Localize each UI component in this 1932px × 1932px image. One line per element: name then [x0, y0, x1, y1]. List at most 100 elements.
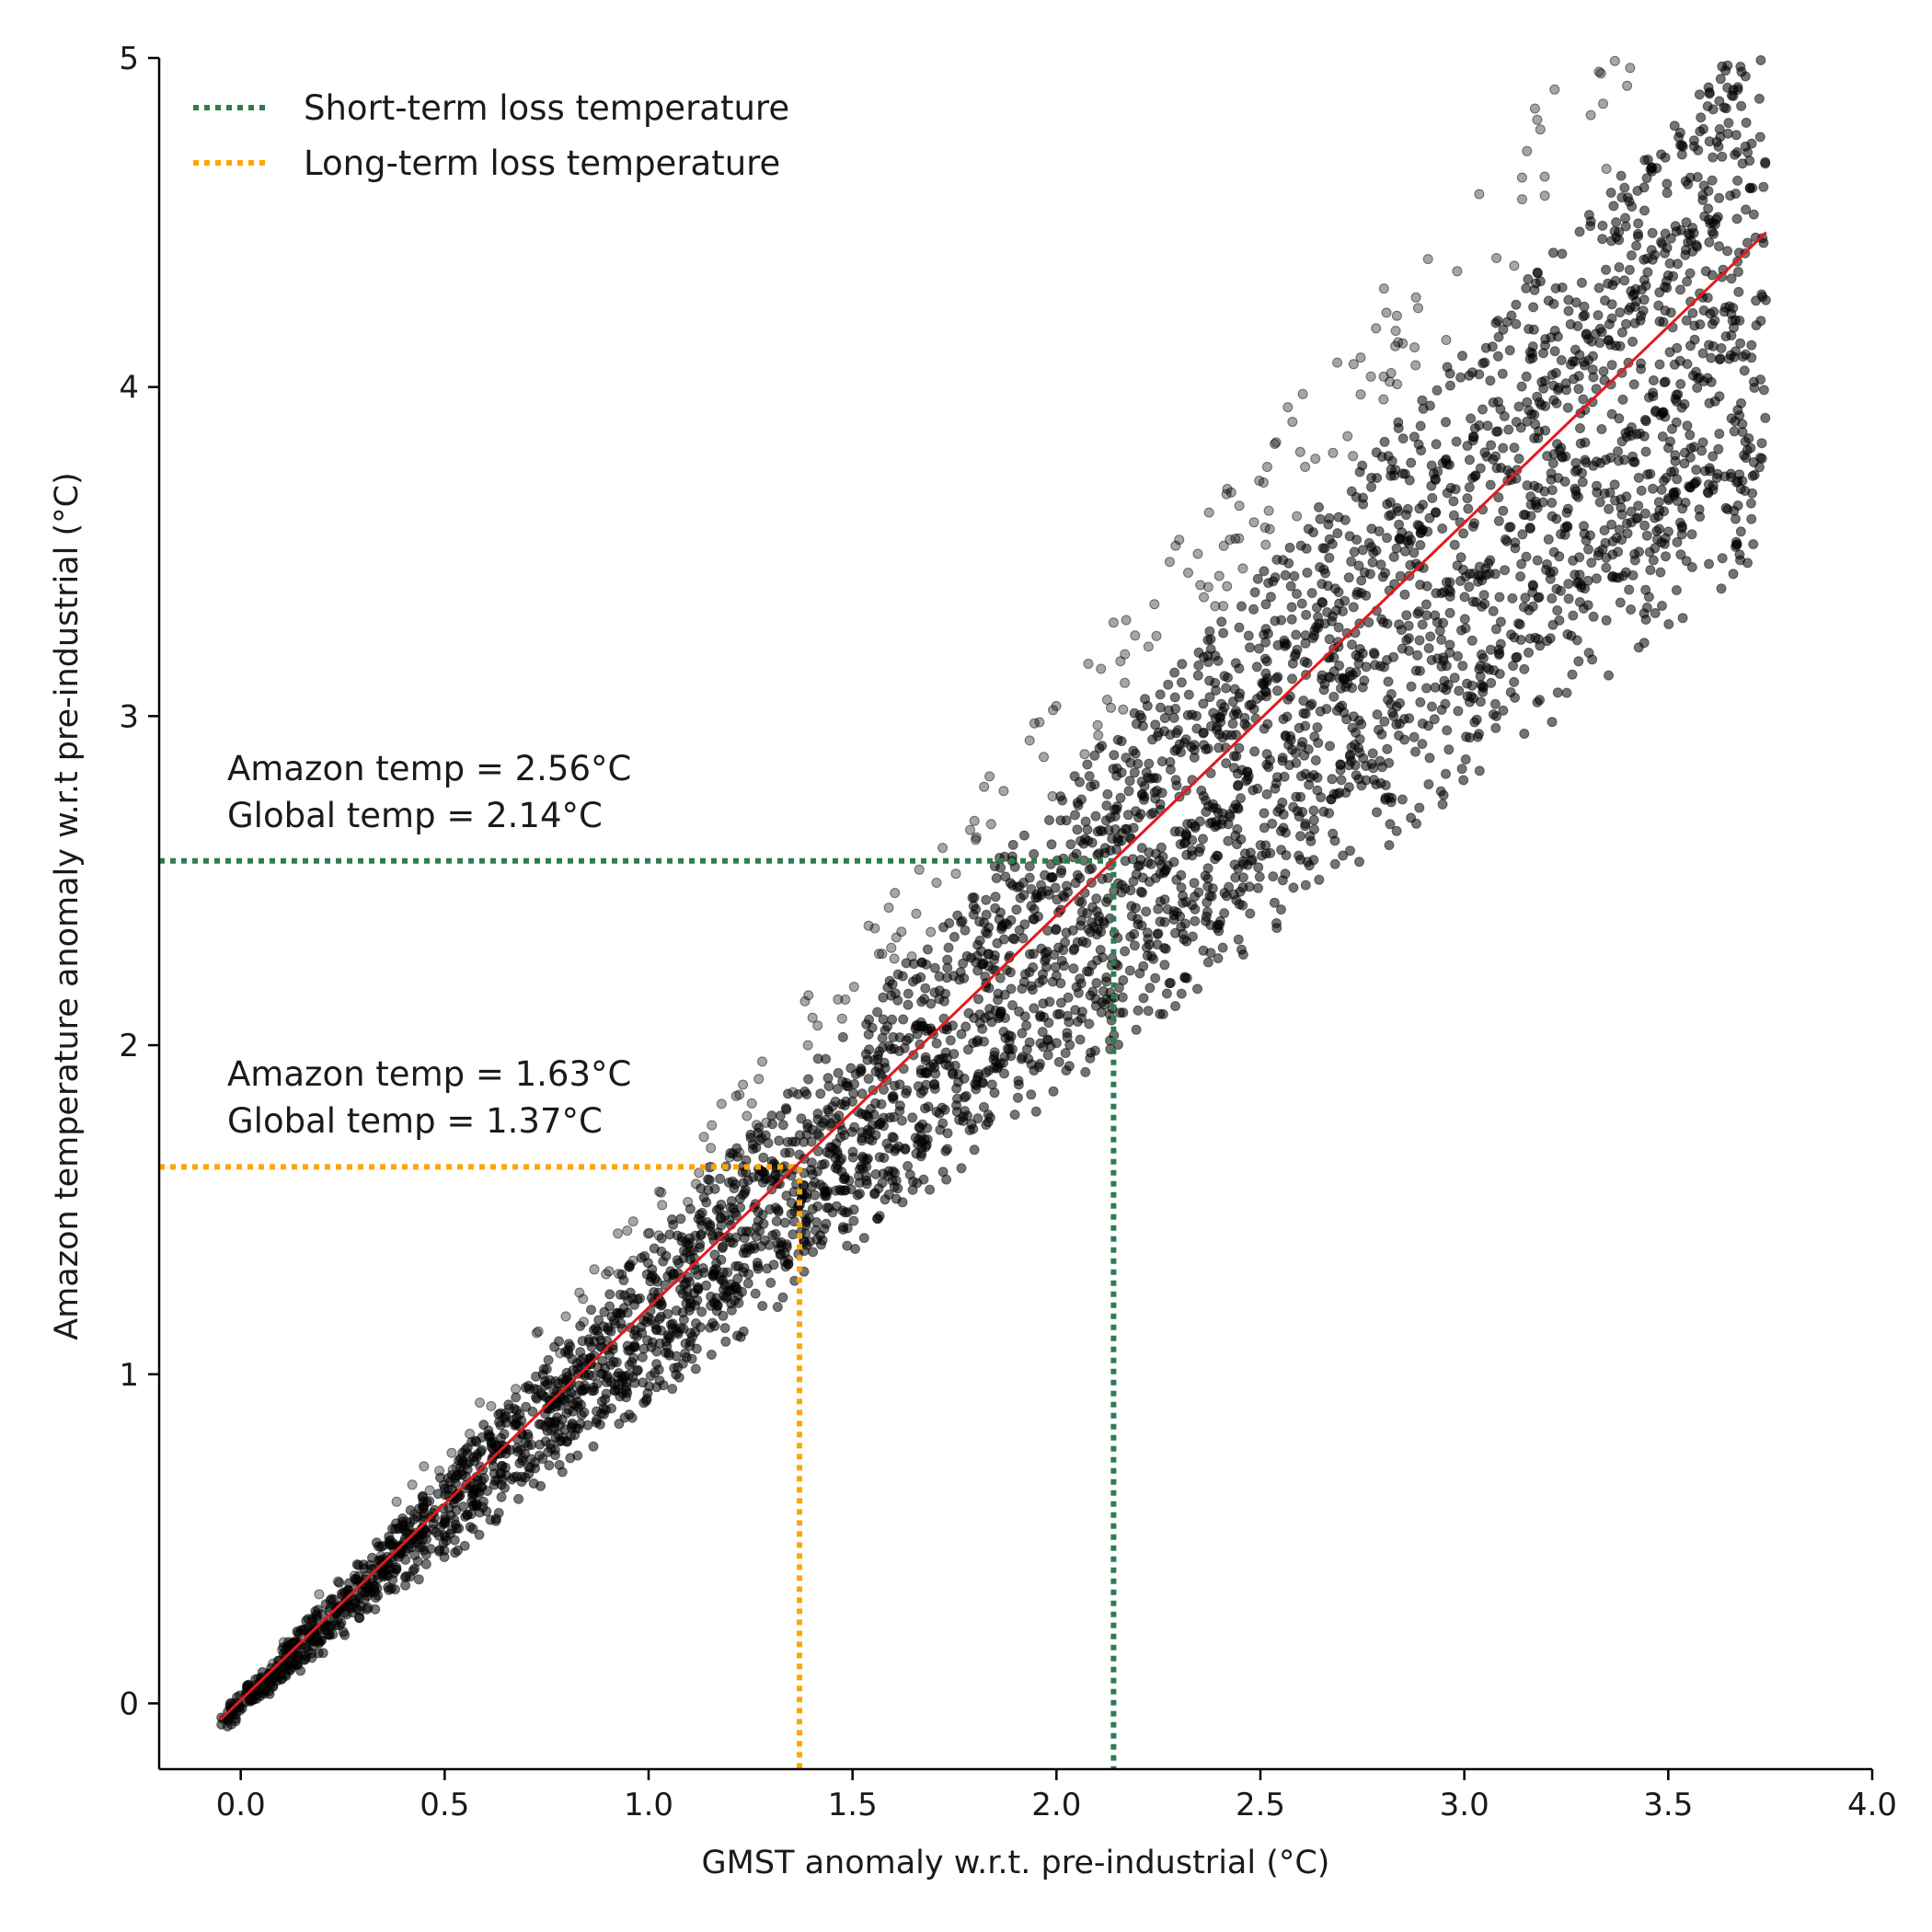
scatter-point [873, 1120, 884, 1130]
scatter-point [900, 1144, 911, 1155]
scatter-point [1038, 974, 1048, 985]
scatter-point [1760, 412, 1771, 423]
scatter-point [1552, 605, 1563, 615]
legend-label-long-term: Long-term loss temperature [304, 144, 780, 183]
scatter-point [1640, 446, 1651, 457]
scatter-point [1662, 188, 1673, 199]
scatter-point [1504, 345, 1515, 356]
scatter-point [624, 1409, 635, 1420]
scatter-point [533, 1326, 544, 1337]
scatter-point [1737, 158, 1748, 169]
scatter-point [877, 949, 888, 960]
scatter-point [1522, 480, 1533, 491]
scatter-point [747, 1144, 758, 1155]
scatter-point [1142, 700, 1153, 711]
scatter-point [1333, 587, 1344, 598]
scatter-point [1186, 818, 1197, 829]
scatter-point [730, 1295, 740, 1306]
scatter-point [1557, 282, 1568, 293]
scatter-point [1513, 401, 1524, 412]
y-tick-label: 0 [119, 1685, 139, 1722]
scatter-point [694, 1167, 705, 1179]
scatter-point [1724, 301, 1735, 312]
scatter-point [1455, 552, 1466, 563]
scatter-point [1117, 992, 1128, 1003]
scatter-point [1349, 546, 1360, 558]
scatter-point [1271, 554, 1282, 565]
scatter-point [1210, 601, 1221, 612]
scatter-point [1361, 661, 1372, 673]
scatter-point [1152, 730, 1163, 742]
scatter-point [1660, 228, 1671, 239]
scatter-point [1214, 919, 1225, 930]
scatter-point [447, 1524, 457, 1535]
scatter-point [1691, 465, 1702, 476]
scatter-point [1254, 871, 1265, 882]
scatter-point [1030, 1106, 1041, 1117]
scatter-point [1409, 431, 1420, 443]
scatter-point [1435, 786, 1446, 797]
scatter-point [1270, 783, 1281, 794]
scatter-point [757, 1301, 768, 1311]
scatter-point [1372, 807, 1382, 818]
scatter-point [942, 1128, 953, 1139]
scatter-point [1017, 1052, 1028, 1063]
scatter-point [1295, 791, 1306, 802]
scatter-point [1478, 686, 1489, 697]
scatter-point [513, 1493, 524, 1504]
scatter-point [615, 1289, 626, 1300]
scatter-point [458, 1501, 469, 1512]
scatter-point [1317, 579, 1328, 590]
scatter-point [867, 1135, 878, 1146]
scatter-point [1192, 548, 1203, 559]
scatter-point [1542, 451, 1553, 462]
long-term-annotation-global: Global temp = 1.37°C [227, 1101, 603, 1141]
scatter-point [1511, 318, 1522, 329]
scatter-point [1355, 352, 1366, 363]
scatter-point [1192, 983, 1202, 995]
scatter-point [1138, 993, 1149, 1004]
scatter-point [1516, 558, 1527, 569]
scatter-point [486, 1400, 497, 1411]
scatter-point [531, 1328, 542, 1339]
scatter-point [1256, 690, 1267, 701]
scatter-point [1547, 498, 1558, 508]
scatter-point [1051, 1038, 1062, 1049]
scatter-point [815, 1230, 825, 1241]
x-tick-label: 0.5 [420, 1787, 469, 1823]
scatter-point [1614, 572, 1624, 583]
scatter-point [1409, 731, 1420, 742]
scatter-point [744, 1226, 755, 1237]
scatter-point [1708, 228, 1719, 239]
scatter-point [1141, 906, 1152, 917]
scatter-point [1625, 63, 1636, 74]
y-tick-label: 4 [119, 370, 139, 407]
scatter-point [1686, 529, 1697, 540]
scatter-point [622, 1307, 633, 1318]
scatter-point [1259, 808, 1270, 819]
scatter-point [1376, 762, 1387, 773]
scatter-point [1512, 651, 1523, 662]
scatter-point [1615, 597, 1626, 608]
scatter-point [838, 1174, 849, 1185]
scatter-point [772, 1302, 783, 1313]
scatter-point [1505, 687, 1516, 697]
scatter-point [1235, 688, 1246, 699]
scatter-point [1086, 781, 1097, 792]
scatter-point [466, 1436, 477, 1447]
scatter-point [1339, 707, 1350, 718]
scatter-point [765, 1277, 776, 1288]
scatter-point [1712, 212, 1723, 223]
scatter-point [777, 1120, 788, 1131]
scatter-point [1573, 656, 1584, 667]
y-tick-label: 2 [119, 1028, 139, 1064]
scatter-point [1515, 635, 1526, 645]
scatter-point [1246, 699, 1257, 710]
scatter-point [1515, 571, 1526, 582]
scatter-point [724, 1286, 735, 1297]
scatter-point [1378, 394, 1389, 405]
scatter-point [1609, 479, 1620, 490]
scatter-point [1062, 1031, 1073, 1042]
scatter-point [901, 958, 912, 969]
